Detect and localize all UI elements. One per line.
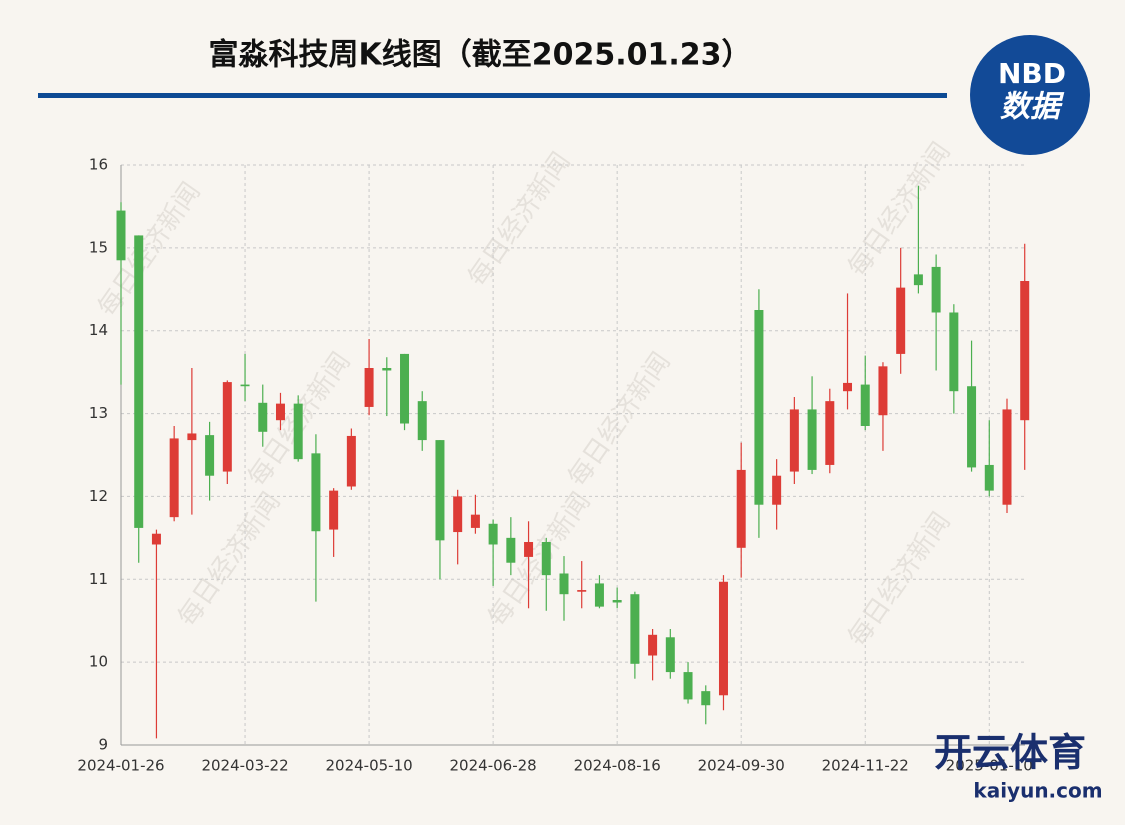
candle-body: [364, 368, 374, 407]
candle-body: [612, 600, 622, 603]
candle-body: [506, 537, 516, 563]
candle-body: [240, 384, 250, 387]
candle-body: [789, 409, 799, 472]
candle-body: [825, 401, 835, 465]
chart-title: 富淼科技周K线图（截至2025.01.23）: [208, 38, 751, 73]
logo-text: NBD: [998, 57, 1066, 90]
candle-body: [258, 402, 268, 432]
candle-body: [470, 514, 480, 528]
candle-body: [913, 274, 923, 286]
y-tick-label: 12: [89, 487, 108, 505]
candle-body: [807, 409, 817, 470]
logo-text: 数据: [1000, 90, 1065, 125]
y-tick-label: 10: [89, 653, 108, 671]
x-tick-label: 2024-01-26: [77, 757, 164, 775]
candle-body: [488, 523, 498, 545]
candle-body: [169, 438, 179, 518]
candle-body: [1020, 281, 1030, 421]
candle-body: [577, 590, 587, 592]
candle-body: [417, 401, 427, 441]
candle-body: [222, 382, 232, 472]
candle-body: [187, 433, 197, 441]
candle-body: [329, 490, 339, 530]
x-tick-label: 2024-05-10: [325, 757, 412, 775]
y-tick-label: 16: [89, 156, 108, 174]
candle-body: [524, 542, 534, 557]
candle-body: [311, 453, 321, 532]
candle-body: [878, 366, 888, 416]
title-rule: [38, 93, 947, 98]
candle-body: [701, 691, 711, 706]
candle-body: [151, 533, 161, 545]
candle-body: [860, 384, 870, 426]
candle-body: [205, 435, 215, 476]
candle-body: [984, 464, 994, 491]
x-tick-label: 2024-03-22: [201, 757, 288, 775]
candle-body: [967, 386, 977, 468]
x-tick-label: 2024-08-16: [574, 757, 661, 775]
candle-body: [293, 403, 303, 460]
candle-body: [648, 634, 658, 656]
candle-body: [346, 435, 356, 487]
candle-body: [134, 235, 144, 528]
x-tick-label: 2024-11-22: [822, 757, 909, 775]
candle-body: [718, 581, 728, 696]
y-tick-label: 13: [89, 404, 108, 422]
candle-body: [400, 353, 410, 424]
x-tick-label: 2024-09-30: [698, 757, 785, 775]
candle-body: [754, 310, 764, 505]
y-tick-label: 11: [89, 570, 108, 588]
candle-body: [559, 573, 569, 595]
candle-body: [275, 403, 285, 421]
candle-body: [843, 382, 853, 392]
y-tick-label: 15: [89, 238, 108, 256]
candle-body: [594, 583, 604, 607]
candle-body: [896, 287, 906, 354]
candle-body: [630, 594, 640, 664]
candle-body: [931, 266, 941, 313]
x-tick-label: 2025-01-10: [946, 757, 1033, 775]
candle-body: [949, 312, 959, 392]
overlay-text: 开云体育: [934, 731, 1086, 775]
candle-body: [382, 368, 392, 371]
candle-body: [736, 469, 746, 548]
y-tick-label: 14: [89, 321, 108, 339]
candle-body: [1002, 409, 1012, 505]
candle-body: [665, 637, 675, 673]
candle-body: [116, 210, 126, 261]
candle-body: [772, 475, 782, 505]
candle-body: [435, 440, 445, 541]
x-tick-label: 2024-06-28: [450, 757, 537, 775]
y-tick-label: 9: [98, 736, 108, 754]
candle-body: [541, 542, 551, 576]
overlay-text: kaiyun.com: [973, 779, 1102, 803]
candle-body: [683, 672, 693, 700]
candle-body: [453, 496, 463, 533]
logo: [970, 35, 1090, 155]
